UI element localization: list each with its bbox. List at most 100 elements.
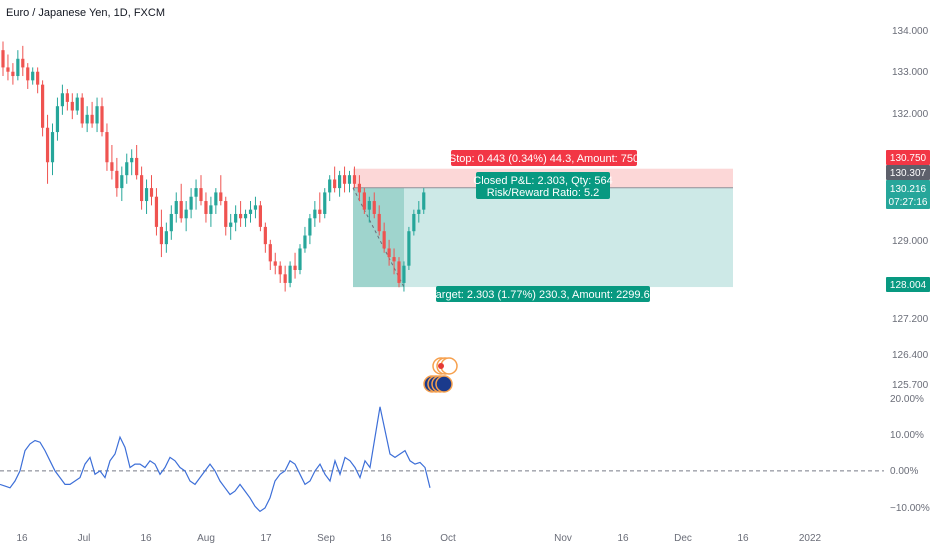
euro-flag-icon[interactable] <box>435 375 453 393</box>
target-label[interactable]: Target: 2.303 (1.77%) 230.3, Amount: 229… <box>430 289 656 301</box>
time-axis-tick: 2022 <box>799 533 822 544</box>
candle-body <box>110 162 114 171</box>
candle-body <box>105 132 109 163</box>
time-axis-tick: Aug <box>197 533 215 544</box>
candle-body <box>70 101 74 111</box>
oscillator-axis-tick: 0.00% <box>890 466 918 477</box>
candle-body <box>115 170 119 189</box>
position-labels[interactable]: Stop: 0.443 (0.34%) 44.3, Amount: 750 Tar… <box>430 150 656 302</box>
candle-body <box>253 205 258 210</box>
candle-body <box>367 201 371 210</box>
candle-body <box>144 188 149 202</box>
candle-body <box>303 235 307 249</box>
oscillator-axis-tick: 20.00% <box>890 394 924 405</box>
time-axis-tick: 17 <box>260 533 272 544</box>
candle-body <box>313 209 317 219</box>
time-axis-tick: 16 <box>737 533 749 544</box>
target-zone[interactable] <box>353 187 733 288</box>
target-label-bg[interactable] <box>436 286 650 302</box>
candle-body <box>60 93 64 107</box>
candle-body <box>174 201 178 214</box>
candle-body <box>333 179 337 189</box>
stop-price-tag: 130.750 <box>890 153 927 164</box>
event-marker-icon[interactable] <box>438 363 444 369</box>
price-axis-tick: 129.000 <box>892 236 929 247</box>
price-axis-tick: 127.200 <box>892 314 929 325</box>
candle-body <box>402 265 406 283</box>
candle-body <box>417 209 421 214</box>
stop-price-tag-bg <box>886 150 930 165</box>
candle-body <box>45 127 50 163</box>
price-axis-tick: 125.700 <box>892 380 929 391</box>
candle-body <box>50 132 55 163</box>
candle-body <box>352 175 357 184</box>
position-zones[interactable] <box>352 168 733 288</box>
time-axis-tick: Oct <box>440 533 456 544</box>
oscillator-line <box>0 406 431 513</box>
entry-price-tag-bg <box>886 165 930 180</box>
last-price-tag-bg <box>886 180 930 209</box>
candle-body <box>229 222 233 227</box>
candle-body <box>298 248 302 270</box>
trade-path-line <box>352 187 405 288</box>
stop-label-bg[interactable] <box>451 150 637 166</box>
candle-body <box>169 213 173 232</box>
time-axis-tick: Nov <box>554 533 572 544</box>
time-axis-tick: Dec <box>674 533 692 544</box>
candle-body <box>243 213 248 219</box>
candle-body <box>65 93 69 102</box>
candle-body <box>149 188 154 197</box>
candle-body <box>323 192 327 214</box>
time-axis-tick: 16 <box>16 533 28 544</box>
candle-body <box>100 106 104 133</box>
candle-body <box>412 213 416 232</box>
candle-body <box>328 179 332 193</box>
candle-body <box>357 183 361 193</box>
candle-body <box>248 209 253 214</box>
candle-body <box>154 196 159 227</box>
candle-body <box>397 261 401 283</box>
candle-body <box>214 192 218 206</box>
oscillator-axis-tick: −10.00% <box>890 503 930 514</box>
last-price-tag: 130.216 <box>890 184 927 195</box>
candle-body <box>338 175 342 189</box>
candle-body <box>199 188 203 202</box>
candle-body <box>90 114 94 124</box>
axes: 134.000 133.000 132.000 129.000 127.200 126.4… <box>16 26 930 544</box>
candle-body <box>239 213 243 219</box>
candle-body <box>407 231 411 266</box>
candle-body <box>392 257 396 262</box>
pnl-label-line2[interactable]: Risk/Reward Ratio: 5.2 <box>487 187 600 199</box>
candle-body <box>21 58 25 68</box>
candle-body <box>16 58 20 77</box>
candle-body <box>342 175 347 184</box>
candle-body <box>120 175 124 189</box>
candle-body <box>31 71 35 81</box>
candle-body <box>347 175 352 184</box>
candle-body <box>95 106 99 124</box>
candle-body <box>387 248 391 258</box>
stop-label[interactable]: Stop: 0.443 (0.34%) 44.3, Amount: 750 <box>449 153 639 165</box>
candle-body <box>209 205 213 214</box>
candle-body <box>204 201 208 214</box>
candle-body <box>422 192 426 210</box>
pnl-label-bg[interactable] <box>476 172 610 199</box>
event-icons[interactable] <box>423 357 458 393</box>
candle-body <box>140 175 144 202</box>
price-axis-tick: 134.000 <box>892 26 929 37</box>
candle-body <box>377 213 381 232</box>
pnl-label-line1[interactable]: Closed P&L: 2.303, Qty: 564 <box>473 175 612 187</box>
candle-body <box>268 244 272 262</box>
candle-body <box>219 192 223 202</box>
countdown-tag: 07:27:16 <box>889 197 928 208</box>
candle-body <box>278 265 282 275</box>
time-axis-tick: 16 <box>140 533 152 544</box>
candle-body <box>273 261 277 266</box>
candle-body <box>283 274 287 283</box>
price-axis-tick: 133.000 <box>892 67 929 78</box>
time-axis-tick: Sep <box>317 533 335 544</box>
candle-body <box>11 71 15 77</box>
candle-body <box>184 209 188 219</box>
candle-body <box>318 209 322 214</box>
